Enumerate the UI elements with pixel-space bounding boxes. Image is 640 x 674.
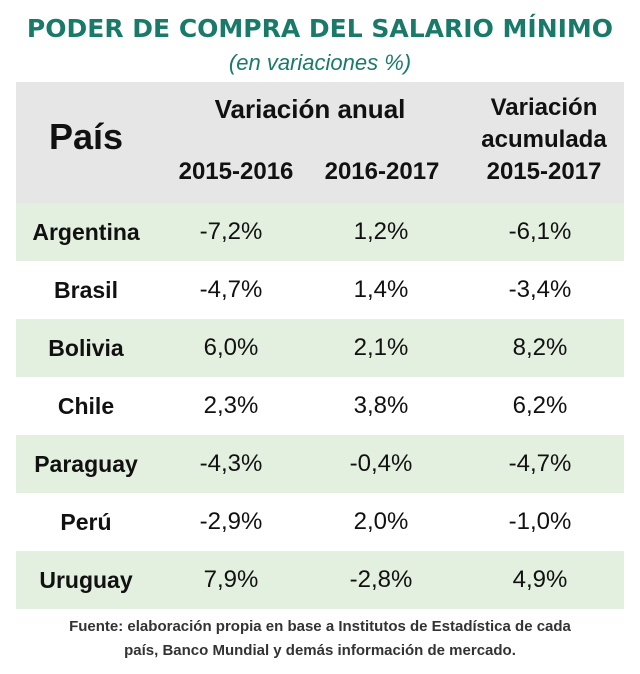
row-country: Brasil [54, 276, 118, 303]
wage-table: País Variación anual 2015-2016 2016-2017… [16, 82, 624, 609]
row-value-cumulative: -6,1% [508, 218, 572, 245]
header-country: País [48, 116, 124, 157]
row-value-cumulative: -1,0% [508, 508, 572, 535]
row-value-cumulative: 6,2% [512, 392, 568, 419]
row-value-cumulative: -3,4% [508, 276, 572, 303]
row-value-2015-2016: -2,9% [199, 508, 263, 535]
row-country: Paraguay [34, 450, 138, 477]
row-value-cumulative: 4,9% [512, 566, 568, 593]
row-value-2016-2017: 2,0% [353, 508, 409, 535]
table-row: Perú -2,9% 2,0% -1,0% [16, 493, 624, 551]
header-cumulative-line-3: 2015-2017 [486, 158, 602, 185]
source-note: Fuente: elaboración propia en base a Ins… [0, 615, 640, 663]
row-country: Bolivia [48, 334, 124, 361]
row-value-2015-2016: -4,7% [199, 276, 263, 303]
row-country: Argentina [32, 218, 140, 245]
row-country: Uruguay [39, 566, 133, 593]
row-value-2016-2017: 2,1% [353, 334, 409, 361]
row-value-2016-2017: -0,4% [349, 450, 413, 477]
row-value-2015-2016: 2,3% [203, 392, 259, 419]
source-line-2: país, Banco Mundial y demás información … [124, 642, 516, 659]
row-country: Chile [57, 392, 115, 419]
header-year-1: 2015-2016 [178, 158, 294, 185]
table-row: Brasil -4,7% 1,4% -3,4% [16, 261, 624, 319]
header-annual: Variación anual [214, 94, 406, 124]
header-cumulative: Variación acumulada 2015-2017 [464, 92, 624, 188]
source-line-1: Fuente: elaboración propia en base a Ins… [69, 618, 571, 635]
table-row: Argentina -7,2% 1,2% -6,1% [16, 203, 624, 261]
page-subtitle: (en variaciones %) [228, 50, 412, 75]
row-value-2016-2017: 1,2% [353, 218, 409, 245]
row-country: Perú [60, 508, 112, 535]
row-value-2016-2017: 1,4% [353, 276, 409, 303]
row-value-2015-2016: 6,0% [203, 334, 259, 361]
table-row: Uruguay 7,9% -2,8% 4,9% [16, 551, 624, 609]
header-cumulative-line-1: Variación [490, 94, 598, 121]
row-value-2015-2016: -4,3% [199, 450, 263, 477]
row-value-cumulative: -4,7% [508, 450, 572, 477]
row-value-2016-2017: -2,8% [349, 566, 413, 593]
table-row: Bolivia 6,0% 2,1% 8,2% [16, 319, 624, 377]
row-value-cumulative: 8,2% [512, 334, 568, 361]
header-cumulative-line-2: acumulada [481, 126, 607, 153]
page-title: PODER DE COMPRA DEL SALARIO MÍNIMO [26, 14, 614, 43]
row-value-2015-2016: -7,2% [199, 218, 263, 245]
row-value-2016-2017: 3,8% [353, 392, 409, 419]
table-row: Chile 2,3% 3,8% 6,2% [16, 377, 624, 435]
table-row: Paraguay -4,3% -0,4% -4,7% [16, 435, 624, 493]
table-header: País Variación anual 2015-2016 2016-2017… [16, 82, 624, 203]
header-year-2: 2016-2017 [324, 158, 440, 185]
row-value-2015-2016: 7,9% [203, 566, 259, 593]
